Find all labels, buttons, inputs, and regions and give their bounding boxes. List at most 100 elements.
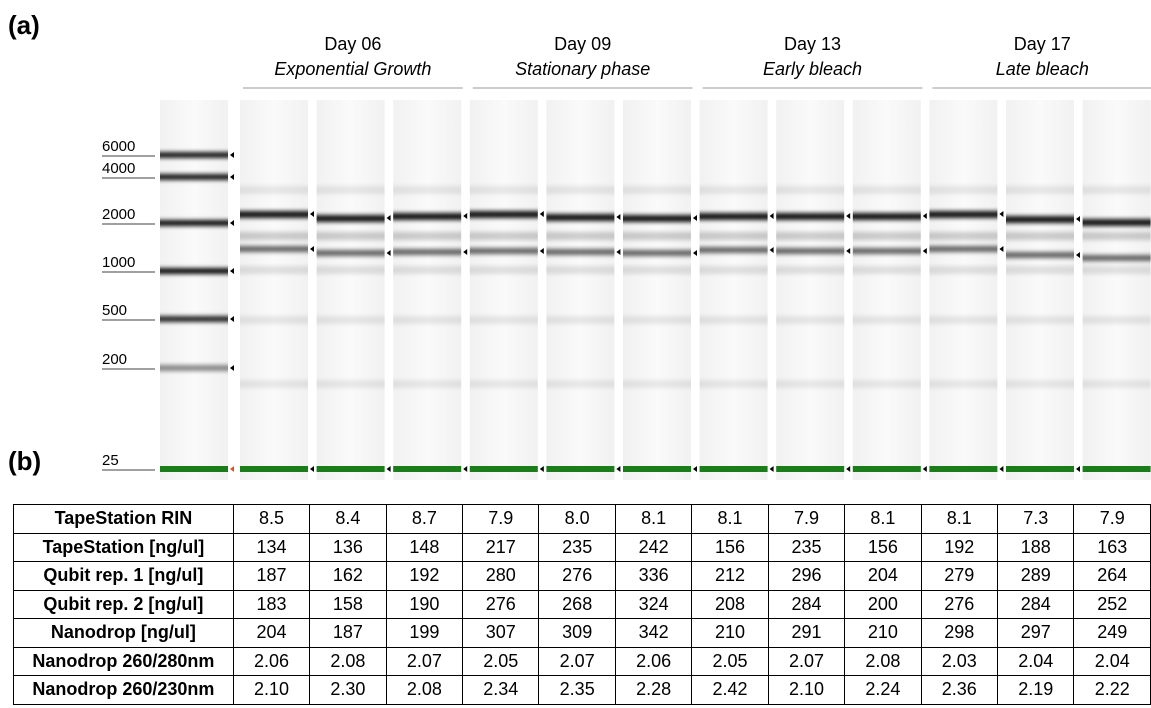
rrna-band — [776, 248, 844, 254]
ladder-label: 6000 — [102, 138, 135, 155]
rrna-band — [546, 249, 614, 255]
faint-band — [317, 316, 385, 324]
band-marker — [693, 250, 697, 256]
faint-band — [776, 186, 844, 194]
cell: 162 — [310, 562, 386, 591]
cell: 307 — [463, 619, 539, 648]
band-marker — [693, 215, 697, 221]
sample-lane — [546, 100, 614, 480]
faint-band — [240, 380, 308, 388]
band-marker — [230, 268, 234, 274]
cell: 210 — [845, 619, 921, 648]
band-marker — [846, 213, 850, 219]
cell: 8.0 — [539, 505, 615, 534]
cell: 8.1 — [921, 505, 997, 534]
sample-lane — [1006, 100, 1074, 480]
cell: 298 — [921, 619, 997, 648]
faint-band — [1006, 380, 1074, 388]
faint-band — [623, 380, 691, 388]
marker-band — [853, 466, 921, 472]
rrna-band — [776, 213, 844, 220]
faint-band — [776, 232, 844, 240]
faint-band — [776, 316, 844, 324]
faint-band — [700, 380, 768, 388]
faint-band — [317, 232, 385, 240]
rrna-band — [1006, 216, 1074, 223]
band-marker — [616, 466, 620, 472]
group-phase: Early bleach — [763, 59, 862, 79]
rrna-band — [700, 213, 768, 220]
band-marker — [616, 214, 620, 220]
faint-band — [929, 380, 997, 388]
band-marker — [310, 211, 314, 217]
rrna-band — [623, 215, 691, 222]
cell: 2.04 — [1074, 647, 1151, 676]
faint-band — [393, 266, 461, 274]
row-label: TapeStation [ng/ul] — [14, 533, 234, 562]
row-label: Qubit rep. 2 [ng/ul] — [14, 590, 234, 619]
faint-band — [1083, 266, 1151, 274]
marker-band — [240, 466, 308, 472]
rrna-band — [317, 250, 385, 256]
ladder-label: 500 — [102, 302, 127, 319]
cell: 2.08 — [386, 676, 462, 705]
sample-lane — [1083, 100, 1151, 480]
cell: 2.35 — [539, 676, 615, 705]
band-marker — [540, 211, 544, 217]
cell: 8.1 — [845, 505, 921, 534]
cell: 2.06 — [615, 647, 691, 676]
band-marker — [846, 466, 850, 472]
faint-band — [1006, 316, 1074, 324]
rrna-band — [240, 211, 308, 218]
sample-lane — [623, 100, 691, 480]
group-phase: Stationary phase — [515, 59, 650, 79]
band-marker — [693, 466, 697, 472]
band-marker — [540, 248, 544, 254]
group-day: Day 17 — [1014, 34, 1071, 54]
cell: 148 — [386, 533, 462, 562]
ladder-label: 25 — [102, 452, 119, 469]
faint-band — [623, 266, 691, 274]
cell: 324 — [615, 590, 691, 619]
faint-band — [776, 380, 844, 388]
ladder-band — [160, 220, 228, 226]
ladder-band — [160, 365, 228, 371]
table-row: TapeStation RIN8.58.48.77.98.08.18.17.98… — [14, 505, 1151, 534]
marker-band — [623, 466, 691, 472]
cell: 309 — [539, 619, 615, 648]
rrna-band — [929, 211, 997, 218]
cell: 2.04 — [998, 647, 1074, 676]
cell: 276 — [463, 590, 539, 619]
sample-lane — [317, 100, 385, 480]
faint-band — [929, 186, 997, 194]
cell: 2.07 — [539, 647, 615, 676]
cell: 296 — [768, 562, 844, 591]
cell: 192 — [386, 562, 462, 591]
cell: 204 — [233, 619, 309, 648]
marker-band — [929, 466, 997, 472]
cell: 235 — [539, 533, 615, 562]
rrna-band — [1083, 219, 1151, 226]
sample-lane — [929, 100, 997, 480]
faint-band — [317, 380, 385, 388]
cell: 336 — [615, 562, 691, 591]
marker-band — [393, 466, 461, 472]
cell: 8.4 — [310, 505, 386, 534]
cell: 2.42 — [692, 676, 768, 705]
ladder-band — [160, 268, 228, 274]
cell: 7.3 — [998, 505, 1074, 534]
band-marker — [1076, 216, 1080, 222]
faint-band — [623, 316, 691, 324]
faint-band — [317, 186, 385, 194]
faint-band — [470, 232, 538, 240]
cell: 249 — [1074, 619, 1151, 648]
band-marker — [923, 466, 927, 472]
cell: 200 — [845, 590, 921, 619]
cell: 2.19 — [998, 676, 1074, 705]
rrna-band — [393, 213, 461, 220]
cell: 8.1 — [615, 505, 691, 534]
band-marker — [387, 215, 391, 221]
band-marker — [770, 247, 774, 253]
band-marker — [846, 248, 850, 254]
marker-band — [317, 466, 385, 472]
